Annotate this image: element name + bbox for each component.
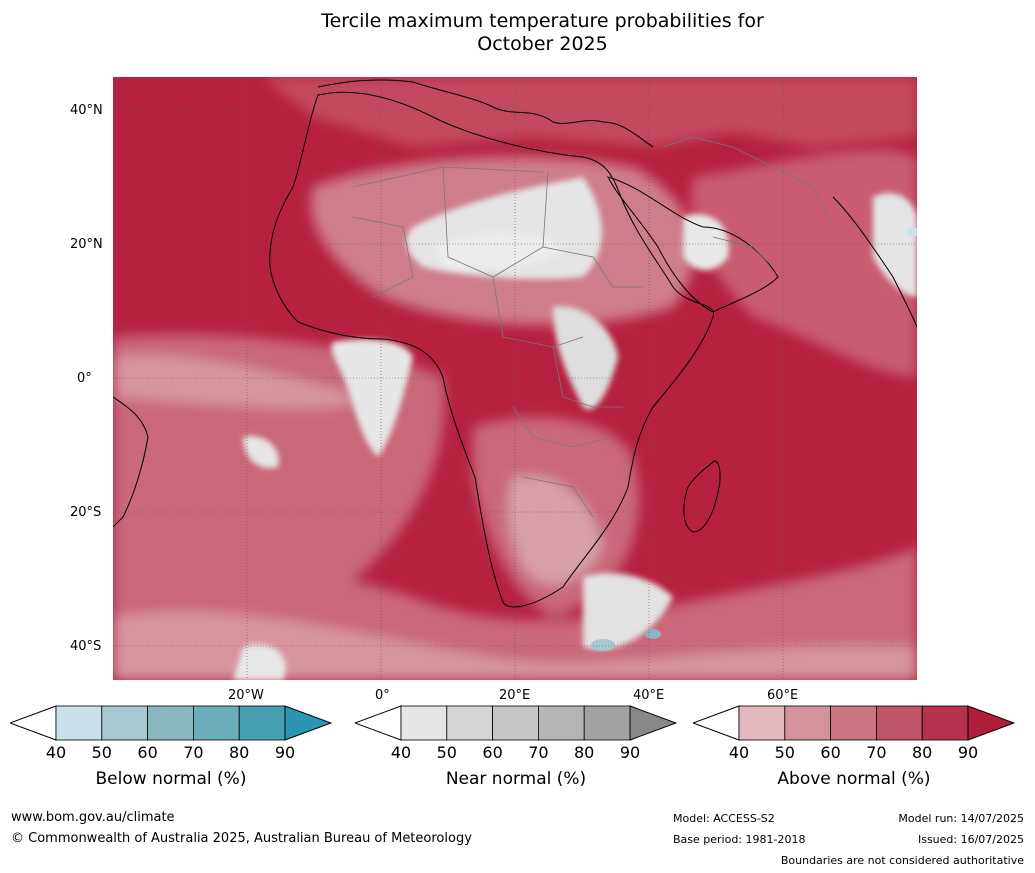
colorbar-above-normal: [693, 705, 1015, 741]
lat-label-20s: 20°S: [70, 505, 102, 520]
colorbar-near-normal: [355, 705, 677, 741]
title-line-1: Tercile maximum temperature probabilitie…: [321, 10, 764, 32]
lon-label-20w: 20°W: [228, 688, 264, 703]
colorbar-segment: [446, 705, 494, 741]
colorbar-tick-label: 40: [728, 743, 750, 762]
colorbar-below-normal: [10, 705, 332, 741]
colorbar-segment: [583, 705, 631, 741]
colorbar-over-triangle: [967, 705, 1015, 741]
colorbar-segments: [55, 705, 286, 741]
colorbar-segments: [738, 705, 969, 741]
colorbar-segment: [238, 705, 286, 741]
colorbar-segment: [784, 705, 832, 741]
below-normal-spot: [907, 227, 917, 237]
website-link[interactable]: www.bom.gov.au/climate: [11, 810, 175, 825]
colorbar-tick-label: 60: [482, 743, 503, 762]
map-title: Tercile maximum temperature probabilitie…: [0, 10, 1035, 56]
coastline: [113, 79, 917, 608]
copyright-text: © Commonwealth of Australia 2025, Austra…: [11, 831, 472, 846]
probability-map: [113, 77, 917, 680]
lon-label-40e: 40°E: [633, 688, 665, 703]
lon-label-0: 0°: [375, 688, 390, 703]
colorbar-segment: [192, 705, 240, 741]
colorbar-tick-label: 60: [137, 743, 158, 762]
colorbar-tick-label: 70: [866, 743, 887, 762]
colorbar-segment: [400, 705, 448, 741]
colorbar-under-triangle: [693, 705, 740, 741]
boundary-disclaimer: Boundaries are not considered authoritat…: [780, 854, 1024, 867]
graticule: [113, 77, 917, 680]
base-period: Base period: 1981-2018: [673, 833, 806, 846]
colorbar-segment: [492, 705, 539, 741]
colorbar-tick-label: 40: [45, 743, 67, 762]
colorbar-segment: [147, 705, 194, 741]
colorbar-segments: [400, 705, 631, 741]
model-run-date: Model run: 14/07/2025: [898, 812, 1024, 825]
colorbar-segment: [738, 705, 786, 741]
colorbar-segment: [101, 705, 149, 741]
colorbar-under-triangle: [10, 705, 57, 741]
colorbar-segment: [921, 705, 969, 741]
colorbar-tick-label: 90: [274, 743, 296, 762]
colorbar-tick-label: 80: [229, 743, 250, 762]
colorbar-tick-label: 80: [912, 743, 933, 762]
colorbar-over-triangle: [284, 705, 332, 741]
colorbar-tick-label: 90: [957, 743, 979, 762]
colorbar-under-triangle: [355, 705, 402, 741]
colorbar-segment: [537, 705, 585, 741]
colorbar-tick-label: 50: [436, 743, 457, 762]
colorbar-tick-label: 80: [574, 743, 595, 762]
below-normal-spot: [591, 639, 615, 651]
title-line-2: October 2025: [477, 33, 608, 55]
issued-date: Issued: 16/07/2025: [917, 833, 1024, 846]
lat-label-20n: 20°N: [70, 237, 103, 252]
colorbar-segment: [55, 705, 103, 741]
colorbar-tick-label: 40: [390, 743, 412, 762]
near-normal-patches: [233, 177, 917, 680]
colorbar-tick-label: 70: [528, 743, 549, 762]
below-normal-spot: [645, 629, 661, 639]
colorbar-tick-label: 50: [91, 743, 112, 762]
colorbar-tick-label: 90: [619, 743, 641, 762]
lon-label-20e: 20°E: [499, 688, 531, 703]
lon-label-60e: 60°E: [767, 688, 799, 703]
lat-label-40s: 40°S: [70, 639, 102, 654]
colorbar-segment: [830, 705, 877, 741]
model-name: Model: ACCESS-S2: [673, 812, 775, 825]
colorbar-title-near: Near normal (%): [445, 769, 587, 789]
lat-label-equator: 0°: [77, 371, 92, 386]
colorbar-segment: [875, 705, 923, 741]
colorbar-title-below: Below normal (%): [95, 769, 247, 789]
colorbar-tick-label: 60: [820, 743, 841, 762]
colorbar-tick-label: 70: [183, 743, 204, 762]
colorbar-tick-label: 50: [774, 743, 795, 762]
lat-label-40n: 40°N: [70, 103, 103, 118]
colorbar-title-above: Above normal (%): [777, 769, 931, 789]
colorbar-over-triangle: [629, 705, 677, 741]
country-borders: [352, 136, 834, 518]
